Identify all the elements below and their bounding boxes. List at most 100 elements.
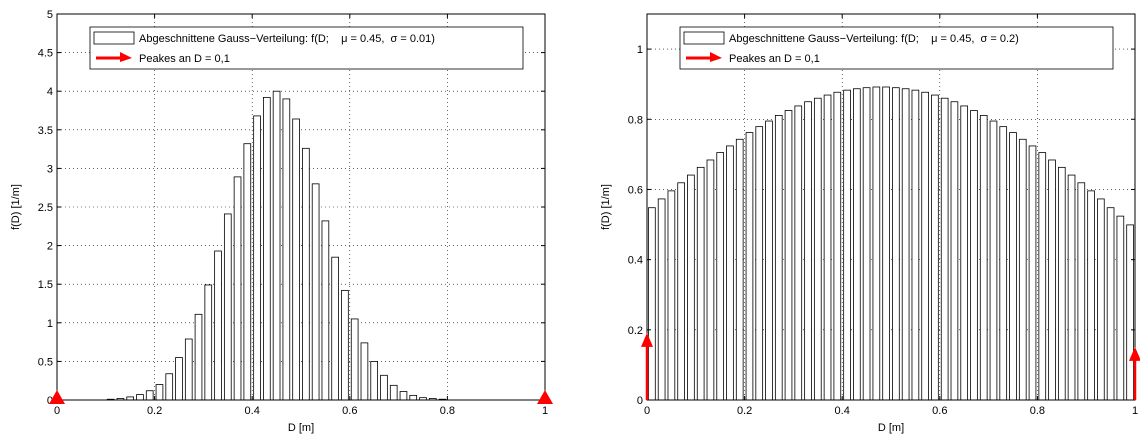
histogram-bar xyxy=(932,95,939,400)
histogram-bar xyxy=(785,111,792,401)
x-tick-label: 0.6 xyxy=(932,405,947,417)
legend-label-distribution: Abgeschnittene Gauss−Verteilung: f(D; μ … xyxy=(139,33,435,45)
histogram-bar xyxy=(390,385,397,400)
histogram-bar xyxy=(990,121,997,400)
x-tick-label: 0 xyxy=(644,405,650,417)
x-axis-label: D [m] xyxy=(878,422,904,434)
y-tick-label: 2 xyxy=(47,241,53,253)
y-axis-label: f(D) [1/m] xyxy=(10,184,22,230)
x-tick-label: 0.6 xyxy=(342,405,357,417)
y-tick-label: 3 xyxy=(47,163,53,175)
histogram-bar xyxy=(668,191,675,400)
histogram-bar xyxy=(795,106,802,400)
y-tick-label: 2.5 xyxy=(38,202,53,214)
y-tick-label: 1 xyxy=(47,318,53,330)
histogram-bar xyxy=(736,139,743,400)
chart-left: 0 0.2 0.4 0.6 0.8 1 0 0.5 1 1.5 2 2.5 3 3.5 4 4.5 5 D [m]… xyxy=(10,9,553,434)
histogram-bar xyxy=(941,98,948,400)
histogram-bar xyxy=(224,214,231,400)
histogram-bar xyxy=(1000,127,1007,400)
histogram-bar xyxy=(293,119,300,400)
histogram-bar xyxy=(678,183,685,400)
histogram-bar xyxy=(263,97,270,400)
histogram-bar xyxy=(146,391,153,400)
histogram-bar xyxy=(342,290,349,400)
histogram-bar xyxy=(775,115,782,400)
x-tick-label: 1 xyxy=(1132,405,1138,417)
histogram-bar xyxy=(1010,133,1017,400)
histogram-bar xyxy=(873,87,880,400)
histogram-bar xyxy=(322,221,329,400)
histogram-bar xyxy=(834,92,841,400)
histogram-bar xyxy=(234,177,241,400)
histogram-bar xyxy=(381,375,388,400)
chart-right: 0 0.2 0.4 0.6 0.8 100.20.40.60.81D [m]f(D) [1… xyxy=(600,14,1140,434)
histogram-bar xyxy=(302,148,309,400)
histogram-bar xyxy=(215,251,222,400)
histogram-bar xyxy=(805,102,812,400)
histogram-bar xyxy=(166,374,173,400)
histogram-bar xyxy=(254,116,261,400)
histogram-bar xyxy=(717,153,724,400)
y-tick-label: 0.5 xyxy=(38,356,53,368)
histogram-bar xyxy=(863,88,870,400)
histogram-bar xyxy=(980,115,987,400)
histogram-bar xyxy=(312,184,319,400)
histogram-bar xyxy=(1097,199,1104,400)
y-tick-label: 3.5 xyxy=(38,125,53,137)
histogram-bar xyxy=(371,361,378,400)
histogram-bar xyxy=(195,314,202,400)
y-tick-label: 1.5 xyxy=(38,279,53,291)
histogram-bar xyxy=(648,208,655,400)
histogram-bar xyxy=(658,199,665,400)
histogram-bar xyxy=(137,395,144,400)
histogram-bar xyxy=(844,90,851,400)
histogram-bar xyxy=(727,146,734,400)
histogram-bar xyxy=(400,392,407,400)
histogram-bar xyxy=(961,106,968,400)
histogram-bar xyxy=(361,343,368,400)
x-tick-label: 0.4 xyxy=(835,405,850,417)
histogram-bar xyxy=(1019,139,1026,400)
histogram-bar xyxy=(332,257,339,400)
histogram-bar xyxy=(156,385,163,400)
histogram-bar xyxy=(912,90,919,400)
histogram-bar xyxy=(902,89,909,400)
histogram-bar xyxy=(1029,146,1036,400)
legend-bar-swatch xyxy=(684,32,724,44)
histogram-bar xyxy=(1058,167,1065,400)
x-axis-label: D [m] xyxy=(288,422,314,434)
histogram-bar xyxy=(176,358,183,400)
histogram-bar xyxy=(688,175,695,400)
y-tick-label: 0 xyxy=(637,395,643,407)
y-tick-label: 5 xyxy=(47,9,53,21)
histogram-bar xyxy=(756,127,763,400)
y-tick-label: 0.8 xyxy=(628,114,643,126)
histogram-bar xyxy=(1039,153,1046,400)
y-tick-label: 0.2 xyxy=(628,325,643,337)
histogram-bar xyxy=(971,111,978,401)
histogram-bar xyxy=(824,95,831,400)
histogram-bar xyxy=(1107,208,1114,400)
x-tick-label: 0.8 xyxy=(1030,405,1045,417)
histogram-bar xyxy=(883,87,890,400)
histogram-bar xyxy=(185,339,192,400)
histogram-bar xyxy=(410,395,417,400)
histogram-bar xyxy=(1088,191,1095,400)
legend-bar-swatch xyxy=(94,32,134,44)
x-tick-label: 0.2 xyxy=(737,405,752,417)
x-tick-label: 1 xyxy=(542,405,548,417)
y-axis-label: f(D) [1/m] xyxy=(600,184,612,230)
histogram-bar xyxy=(205,285,212,400)
histogram-bar xyxy=(1117,216,1124,400)
x-tick-label: 0 xyxy=(54,405,60,417)
histogram-bar xyxy=(922,92,929,400)
x-tick-label: 0.2 xyxy=(147,405,162,417)
histogram-bar xyxy=(814,98,821,400)
y-tick-label: 4.5 xyxy=(38,48,53,60)
y-tick-label: 0.4 xyxy=(628,255,643,267)
histogram-bar xyxy=(1127,225,1134,400)
histogram-bar xyxy=(853,89,860,400)
histogram-bar xyxy=(1068,175,1075,400)
